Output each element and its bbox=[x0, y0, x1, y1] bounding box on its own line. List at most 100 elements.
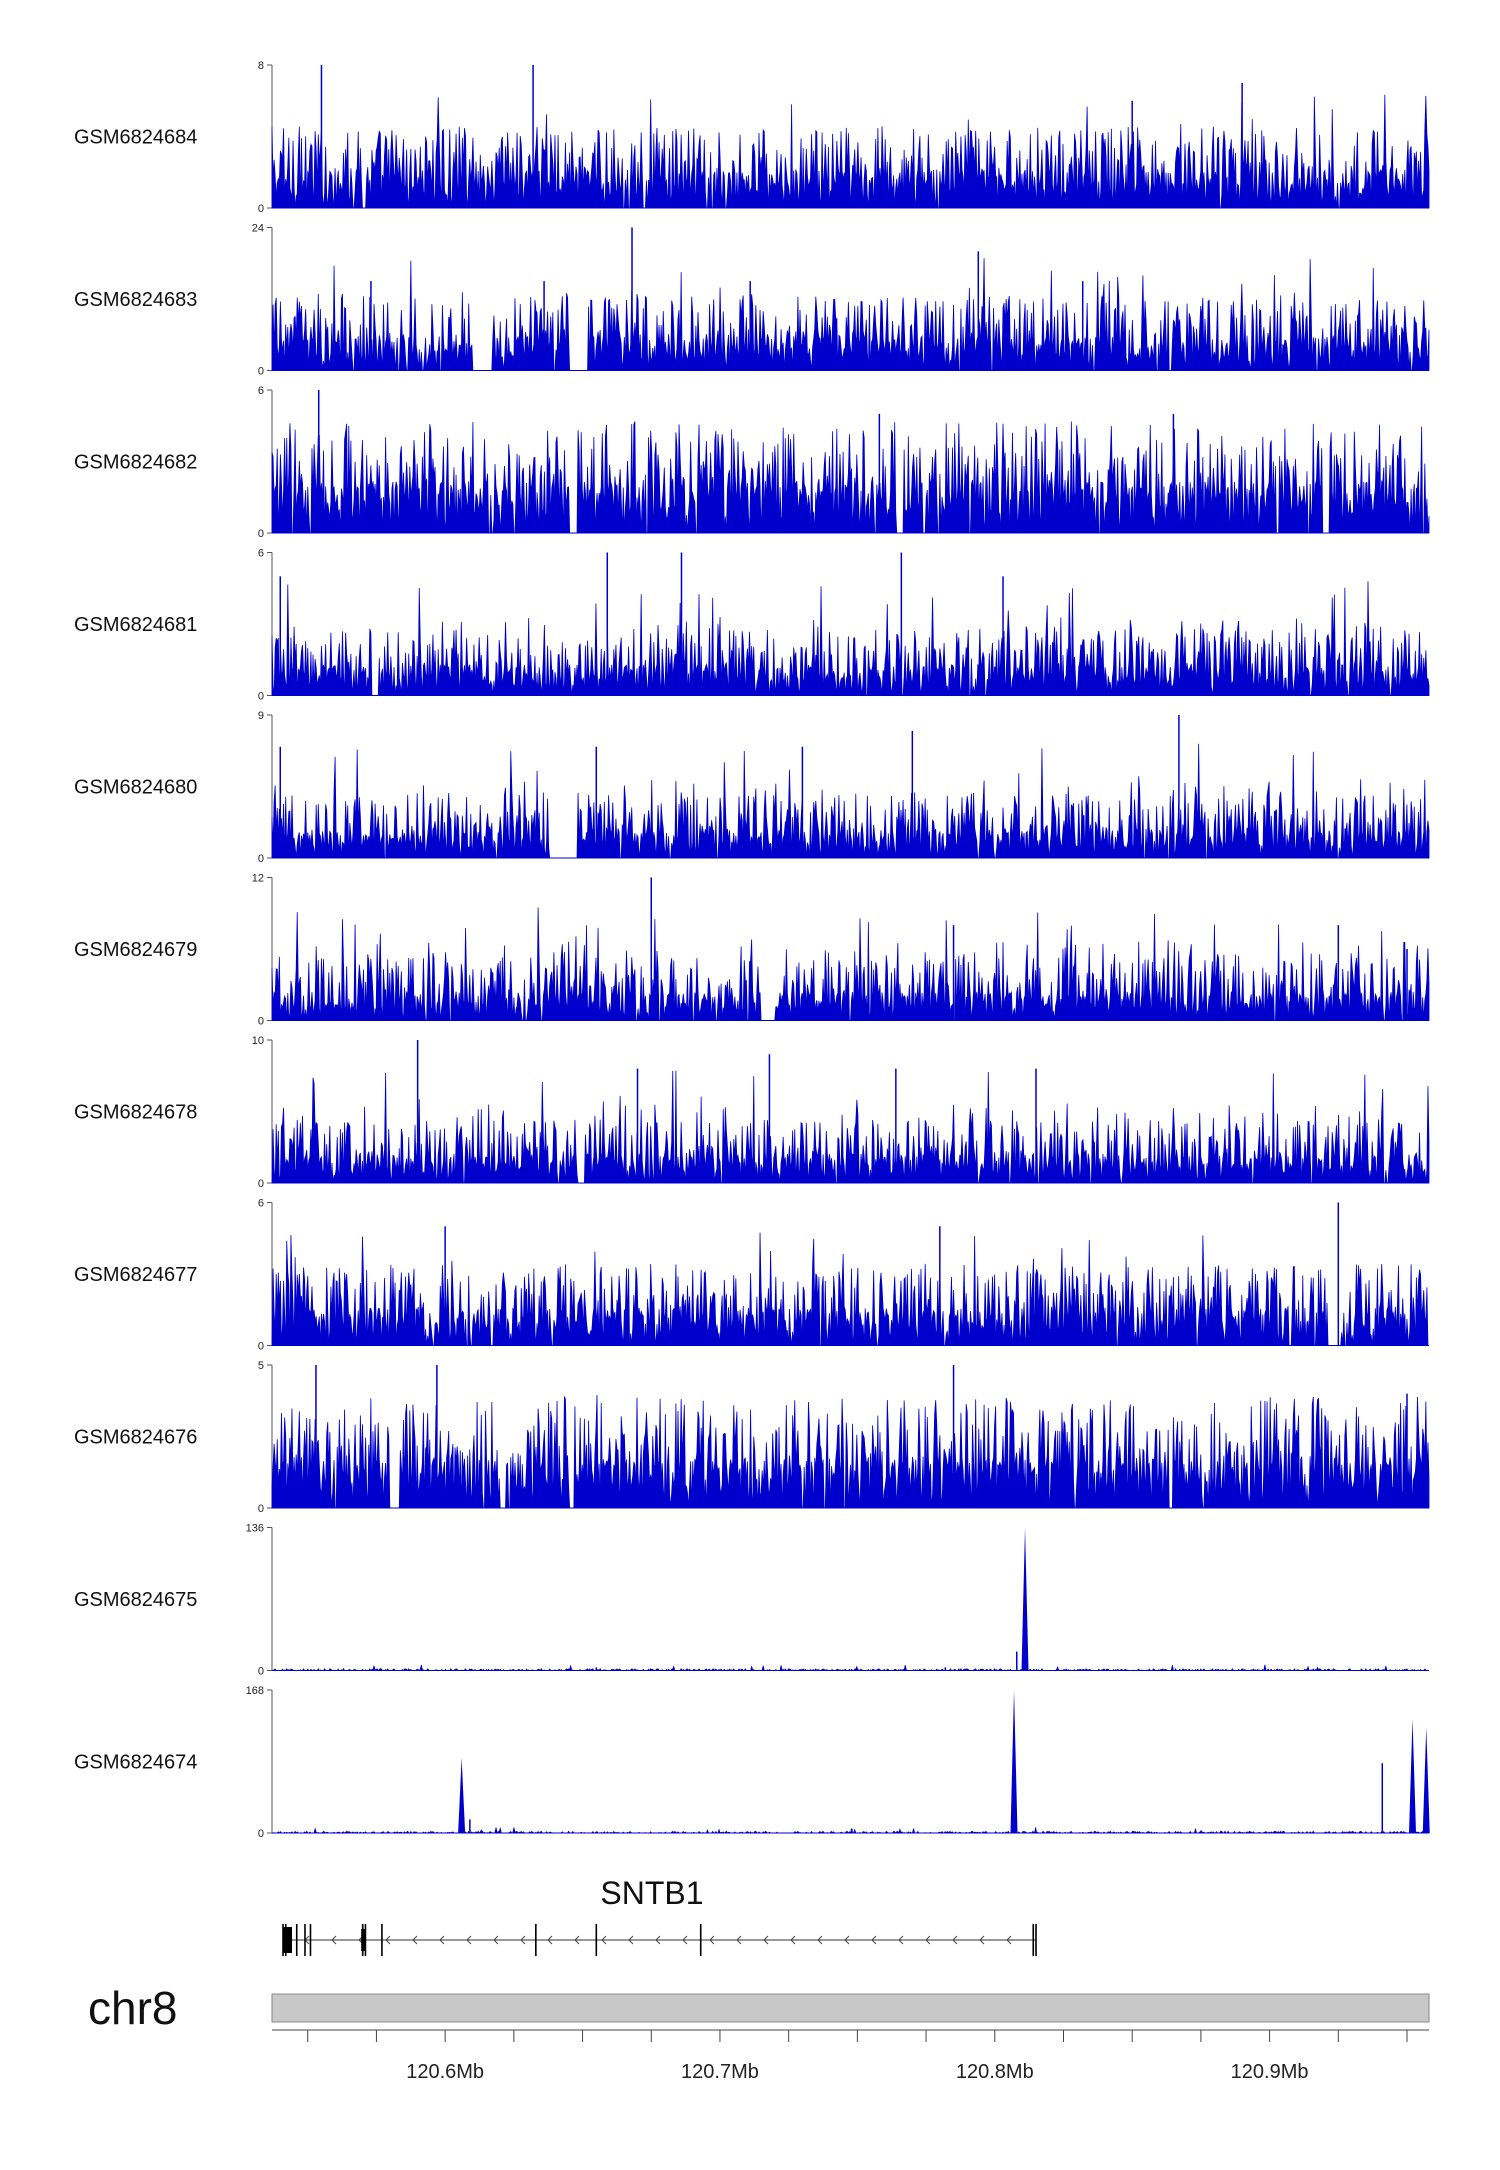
track-label: GSM6824678 bbox=[74, 1102, 197, 1124]
y-tick-label: 0 bbox=[258, 1666, 264, 1678]
track-label: GSM6824674 bbox=[74, 1752, 197, 1774]
track-label: GSM6824676 bbox=[74, 1427, 197, 1449]
strand-arrow bbox=[466, 1935, 472, 1945]
y-tick-label: 0 bbox=[258, 1828, 264, 1840]
chromosome-label: chr8 bbox=[88, 1982, 177, 2034]
track-label: GSM6824684 bbox=[74, 127, 197, 149]
track-GSM6824680: GSM6824680 9 0 bbox=[74, 710, 1430, 865]
y-tick-label: 0 bbox=[258, 528, 264, 540]
strand-arrow bbox=[412, 1935, 418, 1945]
signal-area bbox=[271, 907, 1430, 1021]
signal-tracks: GSM682468480GSM6824683240GSM682468260GSM… bbox=[74, 60, 1430, 1840]
track-label: GSM6824680 bbox=[74, 777, 197, 799]
y-tick-label: 10 bbox=[252, 1035, 264, 1047]
y-tick-label: 136 bbox=[246, 1523, 264, 1535]
y-tick-label: 8 bbox=[258, 60, 264, 72]
strand-arrow bbox=[385, 1935, 391, 1945]
track-label: GSM6824675 bbox=[74, 1589, 197, 1611]
track-GSM6824679: GSM6824679 12 0 bbox=[74, 873, 1430, 1028]
strand-arrow bbox=[601, 1935, 607, 1945]
signal-area bbox=[271, 94, 1430, 209]
y-tick-label: 168 bbox=[246, 1685, 264, 1697]
y-tick-label: 0 bbox=[258, 691, 264, 703]
track-GSM6824682: GSM6824682 6 0 bbox=[74, 385, 1430, 540]
genome-axis-label: 120.8Mb bbox=[956, 2061, 1034, 2083]
genome-axis: 120.6Mb 120.7Mb 120.8Mb 120.9Mb bbox=[272, 2029, 1429, 2083]
y-tick-label: 6 bbox=[258, 1198, 264, 1210]
strand-arrow bbox=[736, 1935, 742, 1945]
signal-area bbox=[271, 1070, 1430, 1184]
ideogram-band bbox=[271, 1993, 1430, 2023]
genome-axis-label: 120.7Mb bbox=[681, 2061, 759, 2083]
strand-arrow bbox=[979, 1935, 985, 1945]
y-tick-label: 5 bbox=[258, 1360, 264, 1372]
track-label: GSM6824682 bbox=[74, 452, 197, 474]
exon-utr-block bbox=[282, 1927, 292, 1953]
y-tick-label: 0 bbox=[258, 1341, 264, 1353]
track-GSM6824674: GSM6824674 168 0 bbox=[74, 1685, 1430, 1840]
y-tick-label: 0 bbox=[258, 1016, 264, 1028]
strand-arrow bbox=[817, 1935, 823, 1945]
strand-arrow bbox=[790, 1935, 796, 1945]
strand-arrow bbox=[547, 1935, 553, 1945]
y-tick-label: 0 bbox=[258, 1178, 264, 1190]
gene-annotation-track: SNTB1 bbox=[282, 1875, 1037, 1956]
y-tick-label: 0 bbox=[258, 1503, 264, 1515]
track-GSM6824677: GSM6824677 6 0 bbox=[74, 1198, 1429, 1353]
track-GSM6824681: GSM6824681 6 0 bbox=[74, 548, 1430, 703]
signal-peak bbox=[1409, 1718, 1417, 1833]
signal-peak bbox=[1021, 1527, 1029, 1671]
signal-area bbox=[271, 743, 1430, 859]
strand-arrow bbox=[574, 1935, 580, 1945]
track-label: GSM6824677 bbox=[74, 1264, 197, 1286]
signal-area bbox=[271, 581, 1430, 696]
strand-arrow bbox=[655, 1935, 661, 1945]
signal-area bbox=[271, 421, 1430, 534]
signal-area bbox=[272, 1664, 1429, 1672]
track-label: GSM6824679 bbox=[74, 939, 197, 961]
exon-block bbox=[361, 1929, 366, 1951]
y-tick-label: 12 bbox=[252, 873, 264, 885]
strand-arrow bbox=[763, 1935, 769, 1945]
signal-area bbox=[271, 1826, 1430, 1834]
track-label: GSM6824683 bbox=[74, 289, 197, 311]
chromosome-ideogram: chr8 bbox=[88, 1982, 1430, 2034]
y-tick-label: 9 bbox=[258, 710, 264, 722]
genome-axis-label: 120.6Mb bbox=[406, 2061, 484, 2083]
signal-area bbox=[271, 1394, 1430, 1509]
signal-peak bbox=[1010, 1690, 1018, 1833]
strand-arrow bbox=[898, 1935, 904, 1945]
strand-arrow bbox=[331, 1935, 337, 1945]
strand-arrow bbox=[952, 1935, 958, 1945]
y-tick-label: 6 bbox=[258, 385, 264, 397]
gene-label-sntb1: SNTB1 bbox=[600, 1875, 703, 1911]
signal-area bbox=[271, 258, 1430, 371]
strand-arrow bbox=[493, 1935, 499, 1945]
strand-arrow bbox=[844, 1935, 850, 1945]
y-tick-label: 0 bbox=[258, 366, 264, 378]
strand-arrow bbox=[709, 1935, 715, 1945]
y-tick-label: 24 bbox=[252, 223, 264, 235]
strand-arrow bbox=[439, 1935, 445, 1945]
strand-arrow bbox=[1006, 1935, 1012, 1945]
track-GSM6824678: GSM6824678 10 0 bbox=[74, 1035, 1430, 1190]
strand-arrow bbox=[628, 1935, 634, 1945]
track-GSM6824675: GSM6824675 136 0 bbox=[74, 1523, 1429, 1678]
strand-arrow bbox=[925, 1935, 931, 1945]
y-tick-label: 6 bbox=[258, 548, 264, 560]
y-tick-label: 0 bbox=[258, 203, 264, 215]
signal-area bbox=[271, 1232, 1429, 1346]
signal-peak bbox=[458, 1758, 466, 1833]
y-tick-label: 0 bbox=[258, 853, 264, 865]
track-GSM6824683: GSM6824683 24 0 bbox=[74, 223, 1430, 378]
strand-arrow bbox=[682, 1935, 688, 1945]
signal-peak bbox=[1422, 1727, 1430, 1833]
genome-axis-label: 120.9Mb bbox=[1231, 2061, 1309, 2083]
gene-model-sntb1 bbox=[282, 1924, 1037, 1956]
strand-arrow bbox=[520, 1935, 526, 1945]
track-GSM6824676: GSM6824676 5 0 bbox=[74, 1360, 1430, 1515]
strand-arrow bbox=[871, 1935, 877, 1945]
track-GSM6824684: GSM6824684 8 0 bbox=[74, 60, 1430, 215]
track-label: GSM6824681 bbox=[74, 614, 197, 636]
